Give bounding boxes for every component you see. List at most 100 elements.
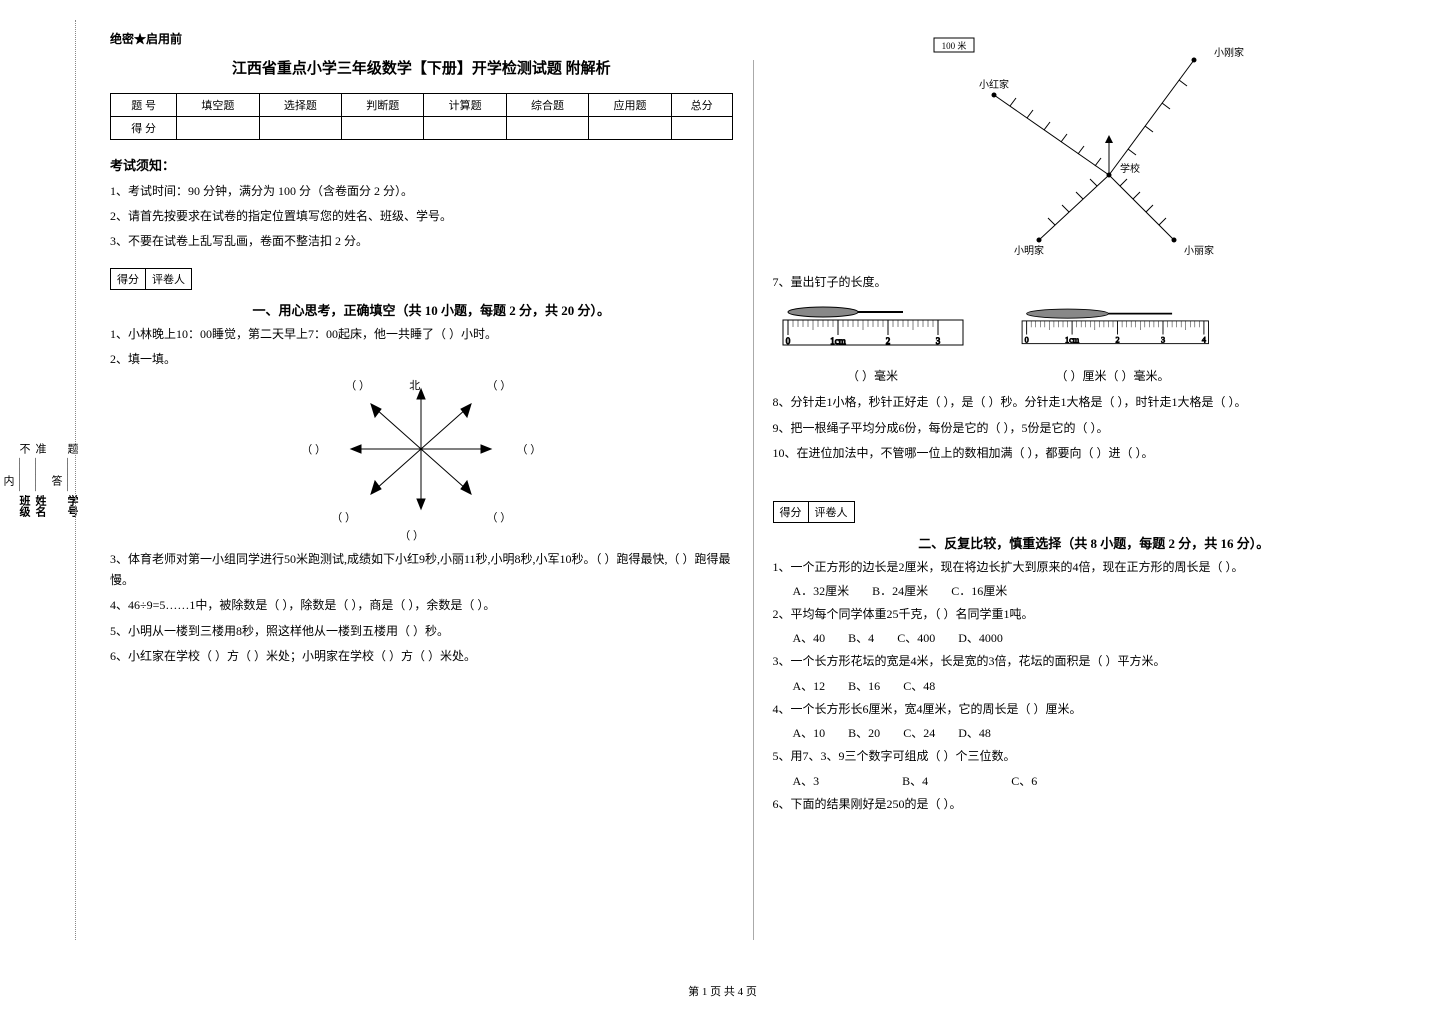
compass-e: （ ） xyxy=(517,441,542,457)
s2-q1-opts: A．32厘米 B．24厘米 C．16厘米 xyxy=(793,582,1396,599)
s2-q3: 3、一个长方形花坛的宽是4米，长是宽的3倍，花坛的面积是（ ）平方米。 xyxy=(773,651,1396,671)
notice-item: 2、请首先按要求在试卷的指定位置填写您的姓名、班级、学号。 xyxy=(110,207,733,226)
td xyxy=(424,117,506,140)
opt: C、48 xyxy=(903,677,935,694)
seal-mark: 准 xyxy=(32,443,48,454)
th: 选择题 xyxy=(259,94,341,117)
s1-q3: 3、体育老师对第一小组同学进行50米跑测试,成绩如下小红9秒,小丽11秒,小明8… xyxy=(110,549,733,590)
compass-nw: （ ） xyxy=(345,377,370,393)
opt: B、16 xyxy=(848,677,880,694)
bind-blank: ______ xyxy=(18,458,30,491)
opt: D、48 xyxy=(958,724,991,741)
ruler-section: 0 1cm 2 3 （ ）毫米 xyxy=(773,300,1396,384)
section2-title: 二、反复比较，慎重选择（共 8 小题，每题 2 分，共 16 分）。 xyxy=(793,533,1396,552)
node-xiaohong: 小红家 xyxy=(979,78,1009,91)
bind-blank: ______ xyxy=(34,458,46,491)
th: 计算题 xyxy=(424,94,506,117)
bind-field-xuehao: 学号 xyxy=(64,495,80,517)
compass-se: （ ） xyxy=(487,509,512,525)
opt: B、4 xyxy=(848,629,874,646)
seal-mark: 内 xyxy=(0,475,16,486)
node-xiaoli: 小丽家 xyxy=(1184,244,1214,257)
compass-s: （ ） xyxy=(399,527,424,543)
s2-q4-opts: A、10 B、20 C、24 D、48 xyxy=(793,724,1396,741)
notice-heading: 考试须知： xyxy=(110,155,733,174)
grader-reviewer: 评卷人 xyxy=(809,502,854,522)
notice-item: 3、不要在试卷上乱写乱画，卷面不整洁扣 2 分。 xyxy=(110,232,733,251)
th: 题 号 xyxy=(111,94,177,117)
scale-label: 100 米 xyxy=(941,40,966,51)
opt: A、12 xyxy=(793,677,826,694)
opt: A、3 xyxy=(793,772,820,789)
th: 总分 xyxy=(671,94,732,117)
score-table: 题 号 填空题 选择题 判断题 计算题 综合题 应用题 总分 得 分 xyxy=(110,93,733,140)
svg-text:3: 3 xyxy=(1160,336,1164,345)
th: 判断题 xyxy=(342,94,424,117)
compass-n: 北 xyxy=(409,377,420,393)
grader-score: 得分 xyxy=(774,502,809,522)
score-table-row: 得 分 xyxy=(111,117,733,140)
s2-q3-opts: A、12 B、16 C、48 xyxy=(793,677,1396,694)
opt: D、4000 xyxy=(958,629,1003,646)
secret-mark: 绝密★启用前 xyxy=(110,30,733,47)
ruler2-caption: （ ）厘米（ ）毫米。 xyxy=(1013,367,1213,384)
s1-q6: 6、小红家在学校（ ）方（ ）米处；小明家在学校（ ）方（ ）米处。 xyxy=(110,646,733,666)
grader-score: 得分 xyxy=(111,269,146,289)
bind-field-class: 班级 xyxy=(16,495,32,517)
th: 填空题 xyxy=(177,94,259,117)
s2-q2-opts: A、40 B、4 C、400 D、4000 xyxy=(793,629,1396,646)
score-table-header: 题 号 填空题 选择题 判断题 计算题 综合题 应用题 总分 xyxy=(111,94,733,117)
svg-text:0: 0 xyxy=(1024,336,1028,345)
opt: B、4 xyxy=(902,772,928,789)
th: 综合题 xyxy=(506,94,588,117)
s1-q4: 4、46÷9=5……1中，被除数是（ ），除数是（ ），商是（ ），余数是（ ）… xyxy=(110,595,733,615)
opt: C、6 xyxy=(1011,772,1037,789)
column-divider xyxy=(753,60,754,940)
s2-q6: 6、下面的结果刚好是250的是（ ）。 xyxy=(773,794,1396,814)
svg-text:1cm: 1cm xyxy=(830,336,846,346)
s1-q2: 2、填一填。 xyxy=(110,349,733,369)
opt: C、24 xyxy=(903,724,935,741)
s2-q4: 4、一个长方形长6厘米，宽4厘米，它的周长是（ ）厘米。 xyxy=(773,699,1396,719)
s1-q8: 8、分针走1小格，秒针正好走（ ），是（ ）秒。分针走1大格是（ ），时针走1大… xyxy=(773,392,1396,412)
ruler-2: 0 1cm 2 3 4 （ ）厘米（ ）毫米。 xyxy=(1013,300,1213,384)
s1-q9: 9、把一根绳子平均分成6份，每份是它的（ ），5份是它的（ ）。 xyxy=(773,418,1396,438)
bind-field-name: 姓名 xyxy=(32,495,48,517)
svg-text:4: 4 xyxy=(1201,336,1205,345)
right-column: 100 米 xyxy=(753,20,1416,930)
td xyxy=(259,117,341,140)
td xyxy=(589,117,671,140)
opt: B、20 xyxy=(848,724,880,741)
s1-q7: 7、量出钉子的长度。 xyxy=(773,272,1396,292)
svg-text:2: 2 xyxy=(1115,336,1119,345)
s2-q1: 1、一个正方形的边长是2厘米，现在将边长扩大到原来的4倍，现在正方形的周长是（ … xyxy=(773,557,1396,577)
opt: C、400 xyxy=(897,629,935,646)
s2-q5: 5、用7、3、9三个数字可组成（ ）个三位数。 xyxy=(773,746,1396,766)
td xyxy=(342,117,424,140)
binding-edge: 学号______题 答 姓名______准 班级______不 内 学校____… xyxy=(20,20,80,940)
ruler1-svg: 0 1cm 2 3 xyxy=(773,300,973,360)
grader-reviewer: 评卷人 xyxy=(146,269,191,289)
node-xiaogang: 小刚家 xyxy=(1214,46,1244,59)
s1-q10: 10、在进位加法中，不管哪一位上的数相加满（ ），都要向（ ）进（ ）。 xyxy=(773,443,1396,463)
td-label: 得 分 xyxy=(111,117,177,140)
svg-text:2: 2 xyxy=(885,336,890,346)
svg-text:0: 0 xyxy=(785,336,790,346)
node-xiaoming: 小明家 xyxy=(1014,244,1044,257)
seal-mark: 不 xyxy=(16,443,32,454)
s1-q5: 5、小明从一楼到三楼用8秒，照这样他从一楼到五楼用（ ）秒。 xyxy=(110,621,733,641)
s2-q5-opts: A、3 B、4 C、6 xyxy=(793,772,1396,789)
seal-mark: 答 xyxy=(48,475,64,486)
section1-title: 一、用心思考，正确填空（共 10 小题，每题 2 分，共 20 分）。 xyxy=(130,300,733,319)
exam-title: 江西省重点小学三年级数学【下册】开学检测试题 附解析 xyxy=(110,57,733,78)
ruler1-caption: （ ）毫米 xyxy=(773,367,973,384)
compass-sw: （ ） xyxy=(331,509,356,525)
node-school: 学校 xyxy=(1120,162,1140,175)
left-column: 绝密★启用前 江西省重点小学三年级数学【下册】开学检测试题 附解析 题 号 填空… xyxy=(90,20,753,930)
opt: B．24厘米 xyxy=(872,582,928,599)
compass-w: （ ） xyxy=(301,441,326,457)
svg-text:3: 3 xyxy=(935,336,940,346)
grader-box-2: 得分 评卷人 xyxy=(773,501,855,523)
opt: A、40 xyxy=(793,629,826,646)
ruler2-svg: 0 1cm 2 3 4 xyxy=(1013,300,1213,360)
